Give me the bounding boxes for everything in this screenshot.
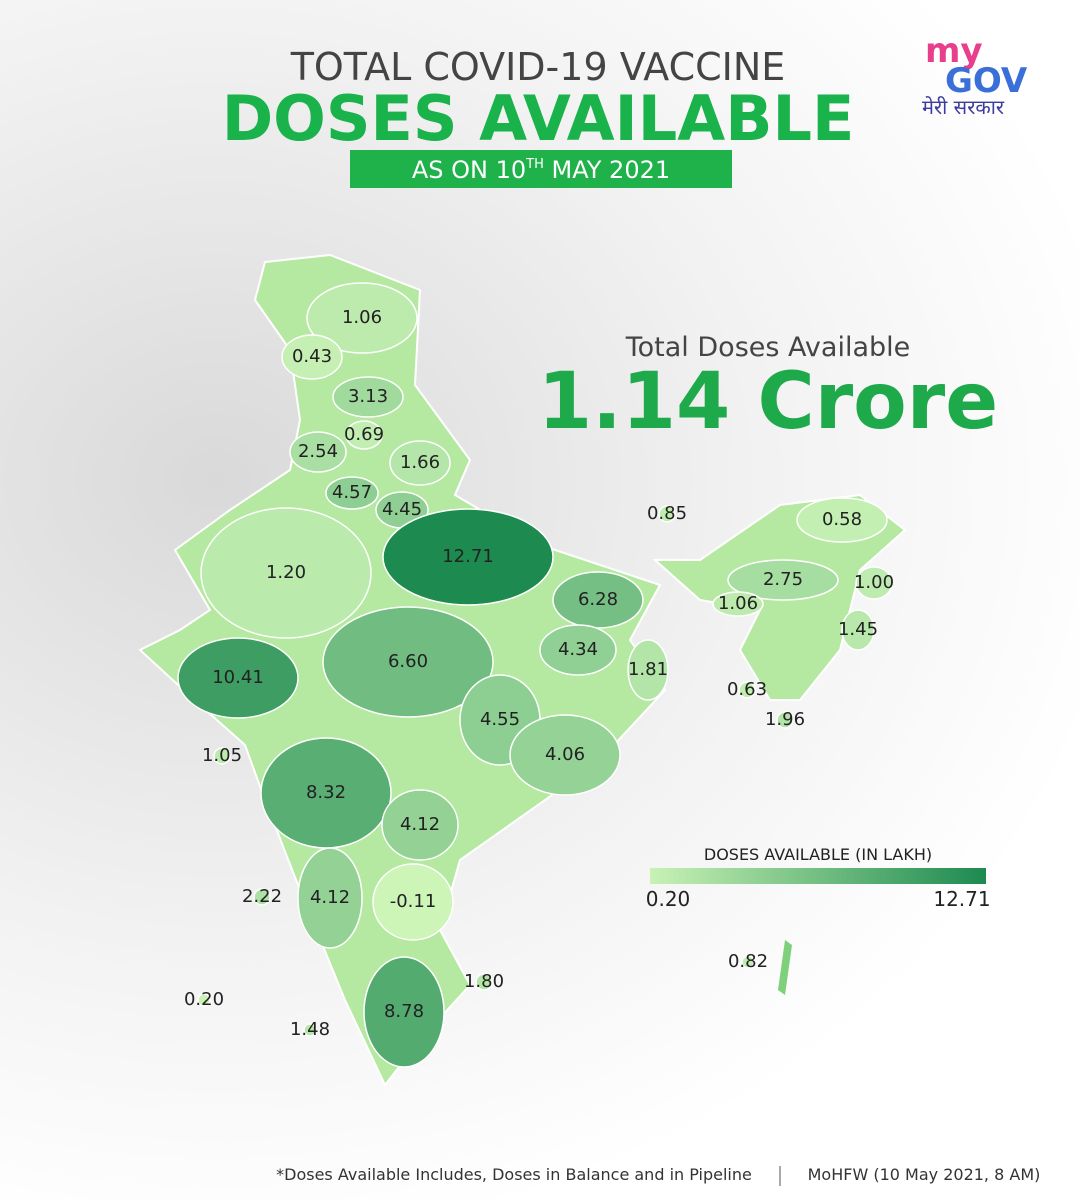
region-label: 1.05 xyxy=(202,745,242,766)
region-label: 1.20 xyxy=(266,562,306,583)
footer-note: *Doses Available Includes, Doses in Bala… xyxy=(276,1165,752,1184)
region-label: 1.06 xyxy=(718,593,758,614)
region xyxy=(627,639,669,701)
region xyxy=(306,282,418,354)
islands xyxy=(778,940,792,995)
region-label: 1.00 xyxy=(854,572,894,593)
logo-tagline: मेरी सरकार xyxy=(922,95,1005,119)
region xyxy=(658,505,676,523)
date-sup: TH xyxy=(525,157,544,172)
region xyxy=(841,609,875,651)
region-label: 4.12 xyxy=(400,814,440,835)
region xyxy=(796,497,888,543)
region-label: 0.82 xyxy=(728,951,768,972)
region-label: 0.63 xyxy=(727,679,767,700)
region-label: 6.28 xyxy=(578,589,618,610)
region-label: 2.22 xyxy=(242,886,282,907)
region-label: 6.60 xyxy=(388,651,428,672)
region xyxy=(712,591,764,617)
region-label: 4.45 xyxy=(382,499,422,520)
legend-bar xyxy=(650,868,986,884)
date-prefix: AS ON 10 xyxy=(412,156,526,184)
legend-title: DOSES AVAILABLE (IN LAKH) xyxy=(704,845,932,864)
total-label: Total Doses Available xyxy=(625,332,911,363)
region-label: 1.45 xyxy=(838,619,878,640)
logo-gov: GOV xyxy=(945,61,1028,101)
region-label: 10.41 xyxy=(212,667,264,688)
region-label: 1.06 xyxy=(342,307,382,328)
region xyxy=(345,420,383,450)
legend-max: 12.71 xyxy=(933,887,990,911)
region xyxy=(855,566,893,600)
region xyxy=(539,624,617,676)
region-label: 2.54 xyxy=(298,441,338,462)
region xyxy=(741,955,755,969)
logo-my: my xyxy=(925,31,983,71)
region xyxy=(303,1023,317,1037)
region xyxy=(322,606,494,718)
region xyxy=(325,476,379,510)
region-label: 0.43 xyxy=(292,346,332,367)
region-label: 8.78 xyxy=(384,1001,424,1022)
region-label: 2.75 xyxy=(763,569,803,590)
regions: 1.06 0.43 3.13 0.69 2.54 1.66 4.57 4.45 12.71 1.2… xyxy=(177,282,894,1068)
region xyxy=(197,993,211,1007)
title-line2: DOSES AVAILABLE xyxy=(222,82,855,155)
region-label: 0.58 xyxy=(822,509,862,530)
total-value: 1.14 Crore xyxy=(538,357,998,447)
date-suffix: MAY 2021 xyxy=(544,156,670,184)
region-label: 1.81 xyxy=(628,659,668,680)
region xyxy=(200,507,372,639)
region-label: 12.71 xyxy=(442,546,494,567)
region xyxy=(289,431,347,473)
legend-min: 0.20 xyxy=(646,887,691,911)
region-label: 1.80 xyxy=(464,971,504,992)
region-label: 0.20 xyxy=(184,989,224,1010)
date: AS ON 10TH MAY 2021 xyxy=(412,156,670,184)
region xyxy=(332,376,404,418)
region xyxy=(382,508,554,606)
region xyxy=(177,637,299,719)
region-label: 4.34 xyxy=(558,639,598,660)
region xyxy=(509,714,621,796)
region xyxy=(213,747,231,765)
region xyxy=(389,440,451,486)
date-banner xyxy=(350,150,732,188)
region-label: 8.32 xyxy=(306,782,346,803)
region-label: 1.66 xyxy=(400,452,440,473)
region-label: 0.85 xyxy=(647,503,687,524)
region-label: -0.11 xyxy=(390,891,437,912)
region-label: 1.48 xyxy=(290,1019,330,1040)
region xyxy=(363,956,445,1068)
region-label: 4.12 xyxy=(310,887,350,908)
region-label: 4.57 xyxy=(332,482,372,503)
region xyxy=(727,559,839,601)
region xyxy=(738,681,756,699)
region-label: 4.06 xyxy=(545,744,585,765)
region xyxy=(776,711,794,729)
region-label: 3.13 xyxy=(348,386,388,407)
region-label: 0.69 xyxy=(344,424,384,445)
region xyxy=(281,334,343,380)
region-label: 1.96 xyxy=(765,709,805,730)
region xyxy=(253,888,271,906)
title-line1: TOTAL COVID-19 VACCINE xyxy=(290,45,786,89)
region-label: 4.55 xyxy=(480,709,520,730)
region xyxy=(372,863,454,941)
region xyxy=(475,973,493,991)
footer-source: MoHFW (10 May 2021, 8 AM) xyxy=(808,1165,1041,1184)
region xyxy=(297,847,363,949)
region xyxy=(381,789,459,861)
